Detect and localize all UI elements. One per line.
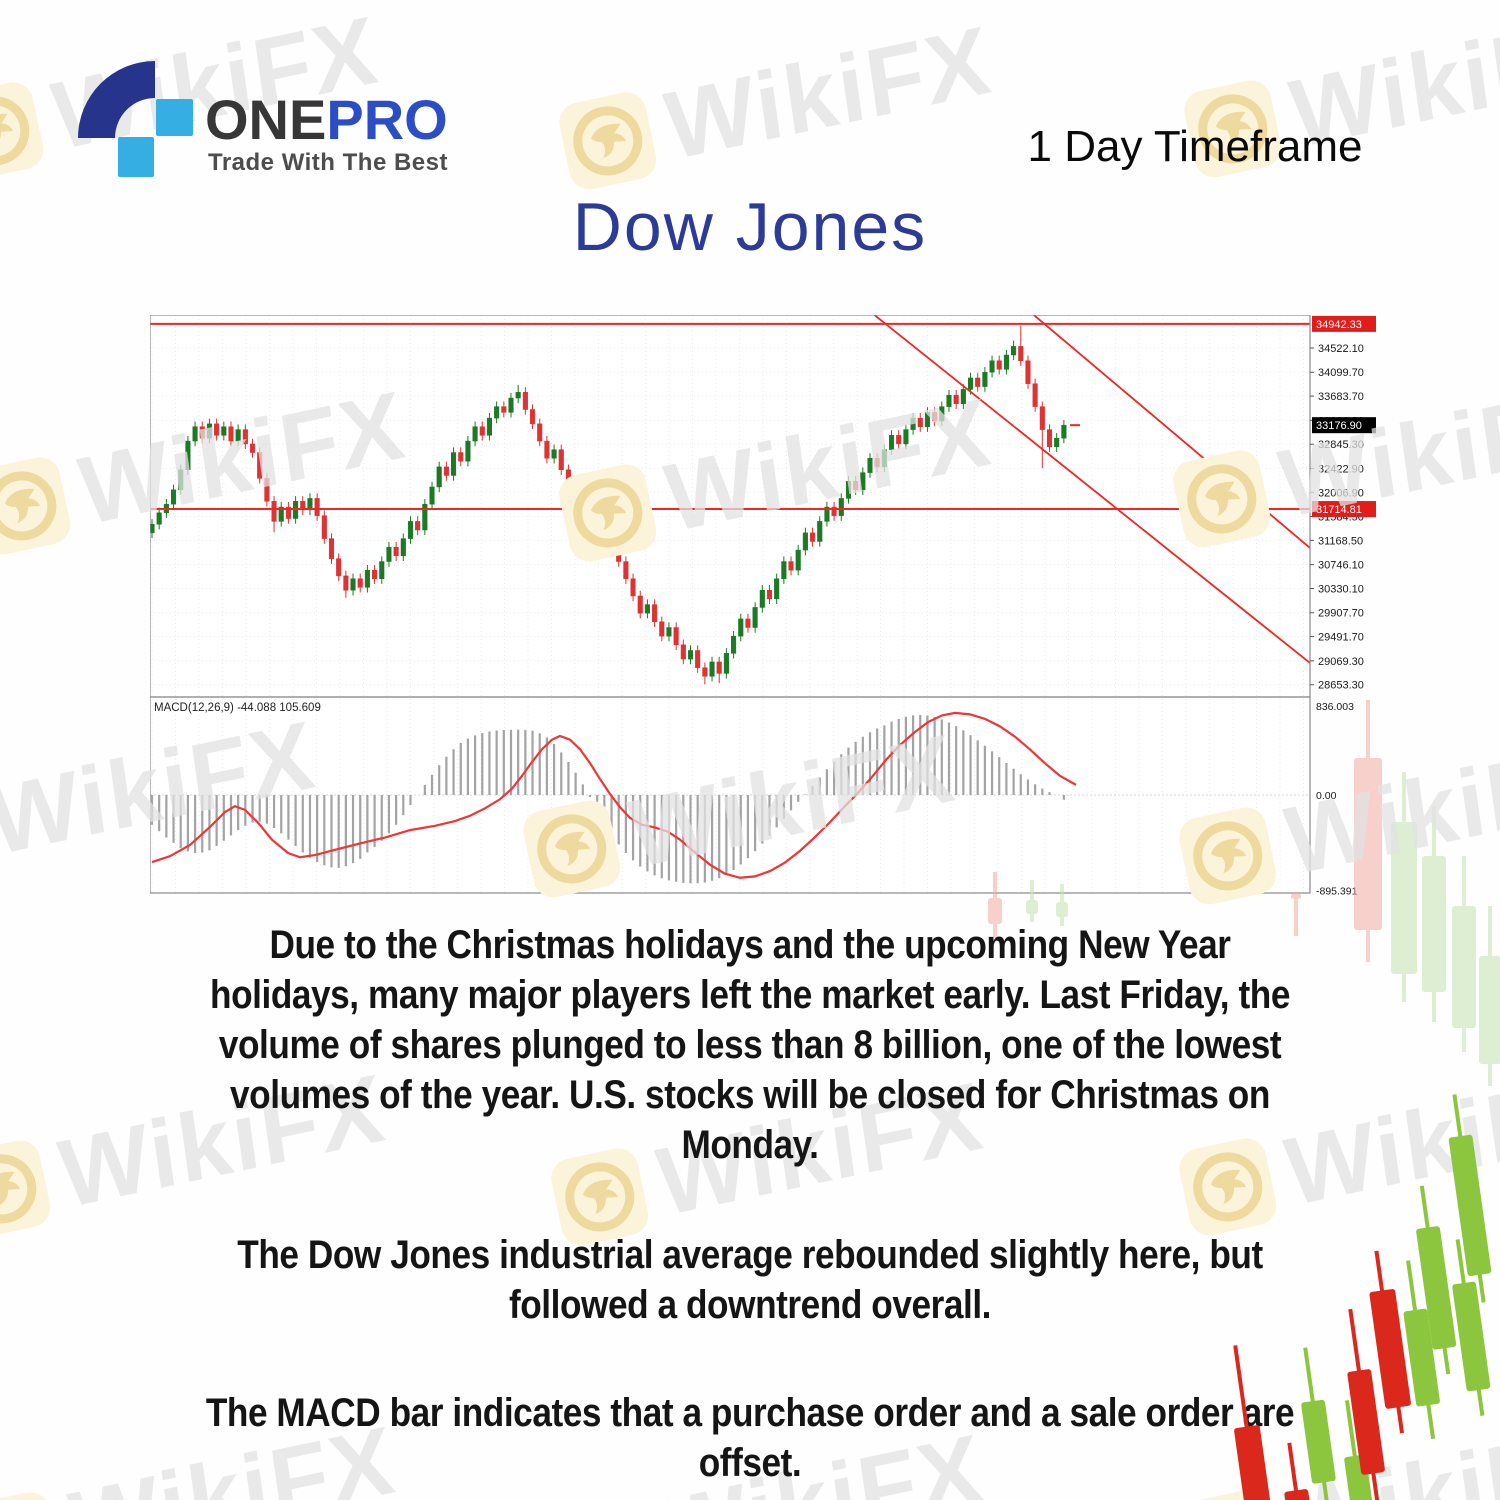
svg-text:33683.70: 33683.70 [1318,391,1364,403]
logo-square-1 [156,99,193,136]
svg-text:30330.10: 30330.10 [1318,584,1364,596]
wikifx-eagle-icon [0,82,44,180]
logo-one: ONE [205,88,327,151]
svg-text:29907.70: 29907.70 [1318,608,1364,620]
onepro-logo: ONEPRO Trade With The Best [75,55,495,185]
svg-text:34522.10: 34522.10 [1318,343,1364,355]
logo-pro: PRO [326,88,448,151]
svg-text:34099.70: 34099.70 [1318,367,1364,379]
dow-jones-chart: 34522.1034099.7033683.7033261.3032845.30… [149,304,1380,897]
svg-text:34942.33: 34942.33 [1316,319,1362,331]
onepro-logo-icon [78,61,193,177]
svg-text:29491.70: 29491.70 [1318,632,1364,644]
wikifx-watermark-text: WikiFX [658,5,998,182]
svg-text:836.003: 836.003 [1316,701,1354,713]
svg-text:MACD(12,26,9) -44.088 105.609: MACD(12,26,9) -44.088 105.609 [154,702,321,714]
timeframe-label: 1 Day Timeframe [1027,122,1363,171]
svg-text:31168.50: 31168.50 [1318,535,1363,547]
analysis-paragraph-3: The MACD bar indicates that a purchase o… [205,1391,1295,1485]
svg-text:-895.391: -895.391 [1316,885,1358,897]
analysis-paragraph-1: Due to the Christmas holidays and the up… [210,923,1290,1167]
svg-text:33176.90: 33176.90 [1316,420,1362,432]
svg-text:32845.30: 32845.30 [1318,439,1364,451]
analysis-paragraph-2: The Dow Jones industrial average rebound… [237,1233,1263,1327]
wikifx-watermark: WikiFX [551,6,1001,204]
wikifx-eagle-icon [0,457,71,555]
logo-wordmark: ONEPRO [205,87,448,152]
price-macd-chart-svg: 34522.1034099.7033683.7033261.3032845.30… [149,304,1376,897]
page-title: Dow Jones [572,189,928,265]
svg-text:32006.90: 32006.90 [1318,487,1364,499]
wikifx-eagle-icon [0,1492,61,1500]
logo-square-2 [118,137,154,177]
svg-text:0.00: 0.00 [1316,790,1337,802]
svg-text:31714.81: 31714.81 [1316,504,1362,516]
svg-text:29069.30: 29069.30 [1318,656,1364,668]
svg-text:30746.10: 30746.10 [1318,560,1364,572]
svg-text:32422.90: 32422.90 [1318,463,1364,475]
wikifx-eagle-icon [559,92,657,190]
logo-tagline: Trade With The Best [208,149,448,176]
logo-swoosh [78,61,155,138]
wikifx-eagle-icon [545,1494,654,1500]
svg-text:28653.30: 28653.30 [1318,680,1364,692]
wikifx-eagle-icon [0,1140,51,1238]
